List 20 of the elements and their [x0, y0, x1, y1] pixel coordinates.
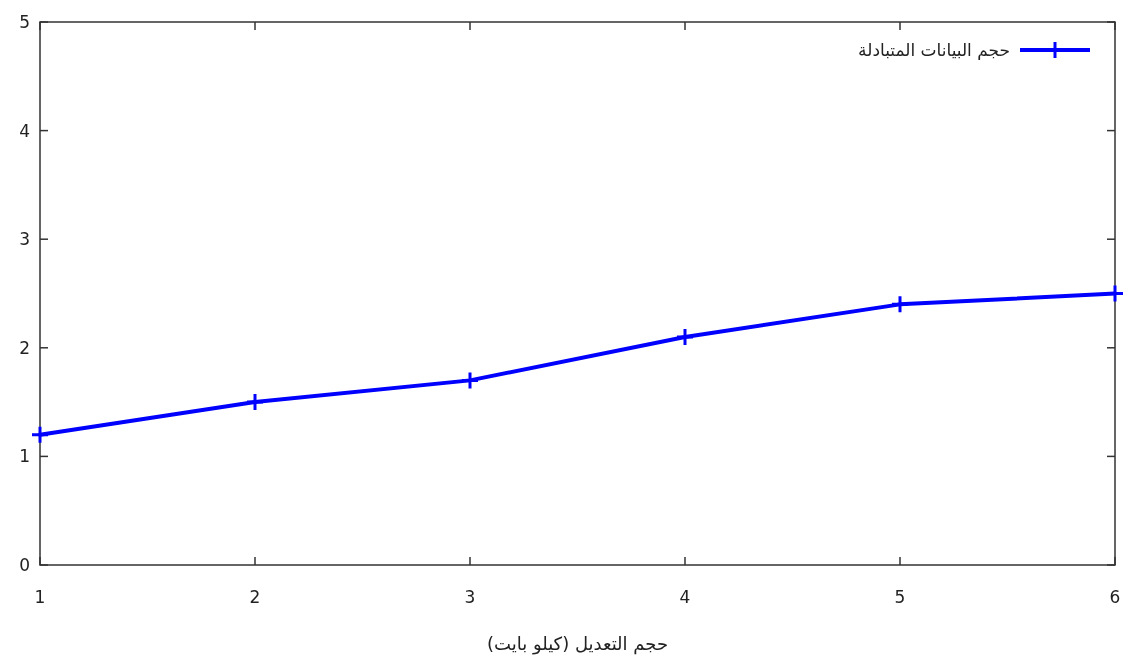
y-tick-label: 3 — [19, 229, 30, 250]
x-tick-label: 3 — [464, 587, 476, 607]
point — [890, 294, 910, 314]
point — [30, 425, 50, 445]
point — [245, 392, 265, 412]
x-tick-label: 6 — [1109, 587, 1121, 607]
point — [460, 370, 480, 390]
x-axis-title: حجم التعديل (كيلو بايت) — [486, 633, 669, 655]
y-tick-label: 5 — [19, 12, 30, 32]
y-tick-label: 4 — [19, 120, 30, 141]
y-tick-label: 0 — [19, 555, 30, 575]
x-tick-label: 1 — [34, 587, 46, 607]
point — [675, 327, 695, 347]
y-tick-label: 2 — [19, 337, 30, 358]
legend-label: حجم البيانات المتبادلة — [858, 40, 1010, 61]
x-tick-label: 4 — [679, 587, 691, 607]
legend: حجم البيانات المتبادلة — [858, 40, 1090, 60]
x-tick-label: 2 — [249, 587, 261, 607]
x-tick-label: 5 — [894, 587, 906, 607]
y-tick-label: 1 — [19, 446, 30, 467]
